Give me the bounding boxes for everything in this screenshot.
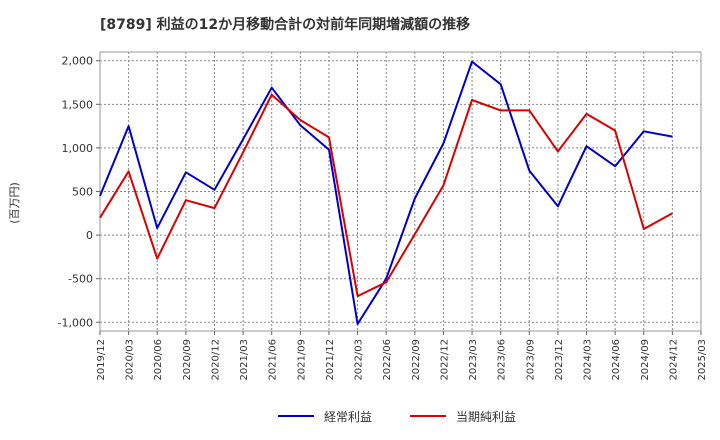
y-tick-label: -1,000 [58, 316, 93, 329]
x-tick-label: 2024/06 [611, 339, 622, 381]
legend-item-junrieki: 当期純利益 [410, 404, 516, 428]
x-tick-label: 2023/09 [525, 339, 536, 381]
y-tick-label: 2,000 [62, 55, 94, 68]
series-line-touki-junrieki [99, 93, 673, 298]
y-tick-label: 0 [86, 229, 93, 242]
legend-label: 経常利益 [324, 409, 373, 424]
x-tick-label: 2021/12 [325, 339, 336, 381]
x-tick-label: 2023/06 [497, 339, 508, 381]
x-tick-label: 2020/03 [125, 339, 136, 381]
x-tick-label: 2022/09 [411, 339, 422, 381]
x-tick-label: 2024/12 [668, 339, 679, 381]
x-tick-label: 2023/12 [554, 339, 565, 381]
x-tick-label: 2024/09 [640, 339, 651, 381]
y-tick-label: 1,000 [62, 142, 94, 155]
x-tick-label: 2022/06 [382, 339, 393, 381]
x-tick-label: 2020/06 [153, 339, 164, 381]
x-tick-label: 2025/03 [697, 339, 708, 381]
legend-item-keijo: 経常利益 [278, 404, 372, 428]
x-axis: 2019/12 2020/03 2020/06 2020/09 2020/12 2021/… [96, 331, 708, 381]
x-tick-label: 2024/03 [583, 339, 594, 381]
x-tick-label: 2023/03 [468, 339, 479, 381]
chart-title: [8789] 利益の12か月移動合計の対前年同期増減額の推移 [100, 17, 471, 33]
y-axis: 2,000 1,500 1,000 500 0 -500 -1,000 [58, 55, 100, 329]
legend-swatch-red [410, 415, 446, 417]
legend-label: 当期純利益 [456, 409, 517, 424]
x-tick-label: 2020/12 [210, 339, 221, 381]
x-tick-label: 2020/09 [182, 339, 193, 381]
legend-swatch-blue [278, 415, 314, 417]
x-tick-label: 2021/09 [296, 339, 307, 381]
y-tick-label: 500 [72, 186, 93, 199]
y-tick-label: 1,500 [62, 98, 94, 111]
y-axis-label: (百万円) [8, 182, 21, 224]
y-tick-label: -500 [68, 273, 93, 286]
grid [99, 52, 702, 331]
legend: 経常利益 当期純利益 [0, 404, 720, 428]
series-line-keijo-rieki [99, 60, 673, 325]
x-tick-label: 2022/12 [439, 339, 450, 381]
x-tick-label: 2019/12 [96, 339, 107, 381]
x-tick-label: 2021/03 [239, 339, 250, 381]
x-tick-label: 2021/06 [268, 339, 279, 381]
x-tick-label: 2022/03 [354, 339, 365, 381]
series [99, 60, 673, 325]
